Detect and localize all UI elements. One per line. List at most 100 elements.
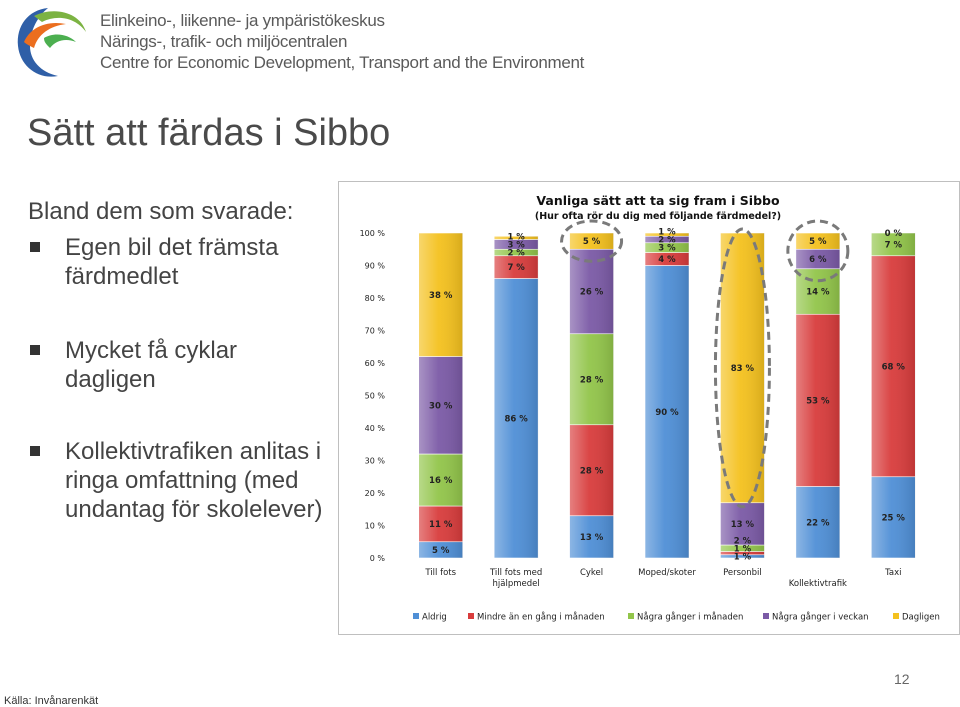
x-tick-label: Till fots bbox=[424, 568, 456, 578]
x-tick-label: Till fots med bbox=[489, 568, 542, 578]
bar-segment-shading bbox=[720, 551, 765, 555]
y-tick-label: 30 % bbox=[365, 457, 386, 466]
x-tick-label: Cykel bbox=[580, 568, 603, 578]
bar-segment-shading bbox=[418, 356, 463, 454]
bar-segment-shading bbox=[418, 454, 463, 506]
data-label: 2 % bbox=[507, 249, 525, 259]
bar-segment-shading bbox=[494, 249, 539, 256]
org-line-fi: Elinkeino-, liikenne- ja ympäristökeskus bbox=[100, 11, 385, 30]
data-label: 1 % bbox=[734, 552, 752, 562]
data-label: 1 % bbox=[734, 544, 752, 554]
bar-segment-shading bbox=[720, 233, 765, 503]
data-label: 4 % bbox=[658, 255, 676, 265]
bar-segment-shading bbox=[871, 255, 916, 477]
x-tick-label: Personbil bbox=[723, 568, 762, 578]
data-label: 5 % bbox=[432, 546, 450, 556]
data-label: 53 % bbox=[806, 396, 830, 406]
bullet-item: Mycket få cyklar dagligen bbox=[28, 336, 288, 394]
bar-segment-shading bbox=[795, 233, 840, 250]
y-tick-label: 90 % bbox=[365, 262, 386, 271]
data-label: 13 % bbox=[731, 520, 755, 530]
stacked-bar-chart: Vanliga sätt att ta sig fram i Sibbo (Hu… bbox=[360, 193, 940, 623]
data-label: 1 % bbox=[507, 232, 525, 242]
lead-text: Bland dem som svarade: bbox=[28, 198, 294, 225]
chart-frame: Vanliga sätt att ta sig fram i Sibbo (Hu… bbox=[338, 181, 960, 635]
bar-segment-shading bbox=[569, 515, 614, 558]
bar-segment-shading bbox=[494, 236, 539, 240]
data-label: 0 % bbox=[885, 229, 903, 239]
slide-title: Sätt att färdas i Sibbo bbox=[27, 112, 391, 154]
y-tick-label: 40 % bbox=[365, 424, 386, 433]
organization-name: Elinkeino-, liikenne- ja ympäristökeskus… bbox=[100, 10, 584, 73]
bar-segment-shading bbox=[795, 249, 840, 269]
data-label: 83 % bbox=[731, 364, 755, 374]
bar-segment-shading bbox=[645, 236, 689, 243]
x-tick-label: Taxi bbox=[884, 568, 901, 578]
data-label: 1 % bbox=[658, 228, 676, 238]
legend-entry: Några gånger i veckan bbox=[772, 612, 869, 623]
y-tick-label: 50 % bbox=[365, 392, 386, 401]
ely-centre-logo bbox=[17, 8, 86, 77]
bar-segment-shading bbox=[645, 252, 689, 266]
legend-entry: Dagligen bbox=[902, 613, 940, 623]
highlight-ring bbox=[713, 227, 771, 509]
y-tick-label: 20 % bbox=[365, 489, 386, 498]
bullet-text: Kollektivtrafiken anlitas i ringa omfatt… bbox=[65, 438, 323, 523]
data-label: 28 % bbox=[580, 466, 604, 476]
data-label: 2 % bbox=[658, 236, 676, 246]
bar-segment-shading bbox=[871, 233, 916, 256]
data-label: 13 % bbox=[580, 533, 604, 543]
bar-segment-shading bbox=[418, 506, 463, 542]
data-label: 7 % bbox=[507, 263, 525, 273]
data-label: 7 % bbox=[885, 240, 903, 250]
legend-swatch bbox=[628, 613, 634, 619]
data-label: 5 % bbox=[583, 237, 601, 247]
bar-segment-shading bbox=[569, 333, 614, 425]
bar-segment-shading bbox=[871, 476, 916, 558]
bar-segment-shading bbox=[720, 545, 765, 552]
x-tick-label: hjälpmedel bbox=[493, 579, 540, 589]
bar-segment-shading bbox=[418, 541, 463, 558]
bullet-item: Kollektivtrafiken anlitas i ringa omfatt… bbox=[28, 437, 328, 524]
y-tick-label: 70 % bbox=[365, 327, 386, 336]
data-label: 2 % bbox=[734, 536, 752, 546]
bar-segment-shading bbox=[418, 233, 463, 357]
data-label: 25 % bbox=[882, 513, 906, 523]
bar-segment-shading bbox=[494, 239, 539, 250]
bar-segment-shading bbox=[645, 265, 689, 558]
data-label: 3 % bbox=[658, 244, 676, 254]
bar-segment-shading bbox=[795, 486, 840, 558]
chart-title: Vanliga sätt att ta sig fram i Sibbo bbox=[536, 193, 780, 208]
data-label: 16 % bbox=[429, 476, 453, 486]
data-label: 38 % bbox=[429, 291, 453, 301]
legend-swatch bbox=[893, 613, 899, 619]
chart-subtitle: (Hur ofta rör du dig med följande färdme… bbox=[535, 211, 781, 222]
bullet-text: Egen bil det främsta färdmedlet bbox=[65, 234, 279, 290]
data-label: 6 % bbox=[809, 255, 827, 265]
bar-segment-shading bbox=[645, 242, 689, 253]
data-label: 26 % bbox=[580, 288, 604, 298]
data-label: 90 % bbox=[655, 408, 679, 418]
org-line-sv: Närings-, trafik- och miljöcentralen bbox=[100, 32, 348, 51]
legend-entry: Några gånger i månaden bbox=[637, 612, 743, 623]
bar-segment-shading bbox=[494, 255, 539, 279]
y-tick-label: 60 % bbox=[365, 359, 386, 368]
bar-segment-shading bbox=[494, 278, 539, 558]
bullet-marker bbox=[30, 446, 40, 456]
bullet-marker bbox=[30, 242, 40, 252]
data-label: 28 % bbox=[580, 375, 604, 385]
bullet-text: Mycket få cyklar dagligen bbox=[65, 337, 238, 393]
data-label: 3 % bbox=[507, 240, 525, 250]
data-label: 68 % bbox=[882, 362, 906, 372]
source-note: Källa: Invånarenkät bbox=[4, 695, 99, 707]
x-tick-label: Kollektivtrafik bbox=[789, 579, 847, 589]
x-tick-label: Moped/skoter bbox=[638, 568, 696, 578]
bar-segment-shading bbox=[569, 233, 614, 250]
data-label: 14 % bbox=[806, 288, 830, 298]
y-tick-label: 100 % bbox=[360, 229, 386, 238]
bullet-marker bbox=[30, 345, 40, 355]
data-label: 22 % bbox=[806, 518, 830, 528]
org-line-en: Centre for Economic Development, Transpo… bbox=[100, 53, 585, 72]
legend-swatch bbox=[763, 613, 769, 619]
bar-segment-shading bbox=[645, 233, 689, 237]
